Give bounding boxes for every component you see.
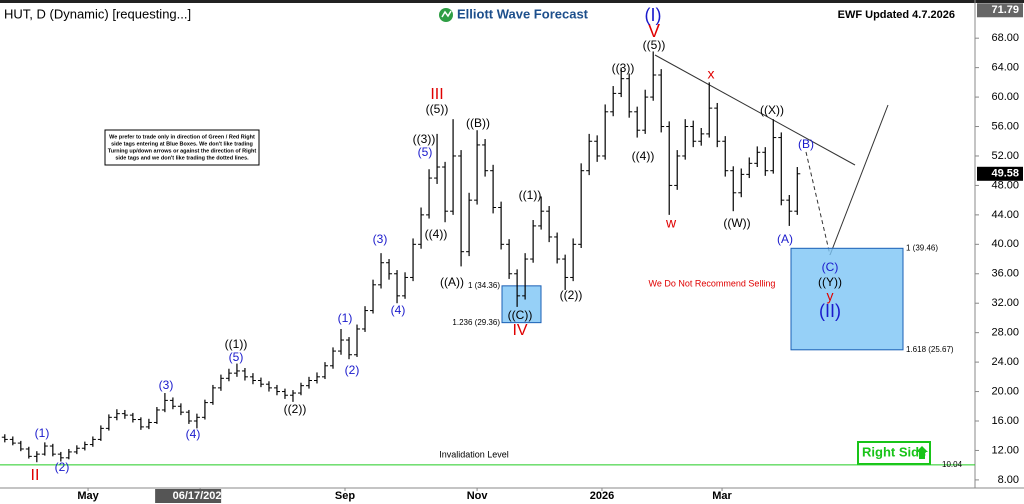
blue-box <box>501 285 542 324</box>
wave-label: ((X)) <box>760 103 784 117</box>
note-line: Turning up/down arrows or against the di… <box>108 148 257 154</box>
wave-label: ((5)) <box>643 38 666 52</box>
logo-wave <box>441 10 452 18</box>
price-marker-label: 71.79 <box>991 4 1019 16</box>
invalidation-label: Invalidation Level <box>439 449 509 459</box>
y-tick-label: 8.00 <box>998 474 1019 486</box>
crosshair-date-box <box>155 489 222 503</box>
y-tick-label: 12.00 <box>991 444 1019 456</box>
right-side-box <box>857 441 931 465</box>
wave-label: ((4)) <box>632 149 655 163</box>
wave-label: ((A)) <box>440 275 464 289</box>
y-tick-label: 64.00 <box>991 62 1019 74</box>
projection-line <box>829 104 889 256</box>
wave-label: ((2)) <box>284 402 307 416</box>
wave-label: (A) <box>777 232 793 246</box>
x-tick-label: 2026 <box>590 490 614 502</box>
wave-label: (II) <box>819 301 841 321</box>
last-price-label: 49.58 <box>991 168 1019 180</box>
wave-label: x <box>708 66 715 82</box>
wave-label: We Do Not Recommend Selling <box>649 278 776 288</box>
wave-label: ((3)) <box>612 61 635 75</box>
blue-box <box>790 247 904 351</box>
wave-label: (I) <box>645 5 662 25</box>
wave-label: (5) <box>229 350 244 364</box>
level-label: 10.04 <box>942 460 963 469</box>
price-marker-box <box>977 3 1023 18</box>
last-price-box <box>977 166 1023 181</box>
wave-label: V <box>648 21 660 41</box>
symbol-title: HUT, D (Dynamic) [requesting...] <box>4 6 191 21</box>
x-tick-label: May <box>77 490 99 502</box>
x-tick-label: 06/17/2025 <box>173 490 228 502</box>
wave-label: ((B)) <box>466 116 490 130</box>
wave-label: ((5)) <box>426 102 449 116</box>
wave-label: ((C)) <box>508 308 533 322</box>
wave-label: (1) <box>338 311 353 325</box>
y-tick-label: 60.00 <box>991 91 1019 103</box>
wave-label: (B) <box>798 137 814 151</box>
note-line: We prefer to trade only in direction of … <box>109 134 255 140</box>
wave-label: ((2)) <box>560 288 583 302</box>
wave-label: (1) <box>35 426 50 440</box>
level-label: 1.236 (29.36) <box>452 318 500 327</box>
wave-label: (2) <box>345 363 360 377</box>
y-tick-label: 32.00 <box>991 297 1019 309</box>
updated-date: EWF Updated 4.7.2026 <box>838 9 955 21</box>
wave-label: (3) <box>373 232 388 246</box>
x-tick-label: Mar <box>712 490 732 502</box>
y-tick-label: 56.00 <box>991 120 1019 132</box>
x-tick-label: Nov <box>467 490 489 502</box>
y-tick-label: 16.00 <box>991 415 1019 427</box>
wave-label: (3) <box>159 378 174 392</box>
y-tick-label: 24.00 <box>991 356 1019 368</box>
wave-label: ((W)) <box>723 216 750 230</box>
wave-label: (5) <box>418 145 433 159</box>
up-arrow <box>916 446 928 459</box>
note-line: side tags entering at Blue Boxes. We don… <box>111 141 253 147</box>
wave-label: ((Y)) <box>818 275 842 289</box>
wave-label: ((1)) <box>225 337 248 351</box>
wave-label: ((3)) <box>413 132 436 146</box>
trend-line <box>654 54 856 166</box>
top-bar <box>0 0 1024 3</box>
wave-label: ((4)) <box>425 227 448 241</box>
y-tick-label: 52.00 <box>991 150 1019 162</box>
projection-dashed <box>805 151 831 256</box>
y-tick-label: 20.00 <box>991 385 1019 397</box>
note-line: side tags and we don't like trading the … <box>115 155 249 161</box>
y-tick-label: 40.00 <box>991 238 1019 250</box>
wave-label: IV <box>512 322 527 339</box>
brand: Elliott Wave Forecast <box>457 6 589 21</box>
wave-label: III <box>430 86 443 103</box>
y-tick-label: 68.00 <box>991 32 1019 44</box>
wave-label: (2) <box>55 460 70 474</box>
wave-label: (4) <box>186 427 201 441</box>
y-tick-label: 36.00 <box>991 268 1019 280</box>
wave-label: II <box>31 467 40 484</box>
note-box <box>104 129 260 166</box>
y-tick-label: 28.00 <box>991 327 1019 339</box>
wave-label: w <box>665 215 677 231</box>
note: We prefer to trade only in direction of … <box>108 134 257 161</box>
wave-label: y <box>827 288 834 304</box>
y-tick-label: 48.00 <box>991 179 1019 191</box>
wave-label: ((1)) <box>519 188 542 202</box>
logo-icon <box>439 8 453 22</box>
wave-label: (4) <box>391 303 406 317</box>
level-label: 1 (34.36) <box>468 281 500 290</box>
right-side-label: Right Side <box>862 444 926 459</box>
x-tick-label: Sep <box>335 490 355 502</box>
y-tick-label: 44.00 <box>991 209 1019 221</box>
wave-label: (C) <box>822 260 839 274</box>
level-label: 1.618 (25.67) <box>906 345 954 354</box>
level-label: 1 (39.46) <box>906 243 938 252</box>
